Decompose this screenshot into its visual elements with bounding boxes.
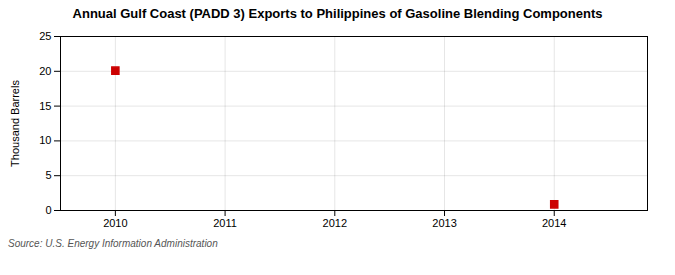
svg-text:0: 0 bbox=[45, 204, 51, 216]
html-text:Annual Gulf Coast (PADD 3) Exp: Annual Gulf Coast (PADD 3) Exports to Ph… bbox=[72, 6, 603, 21]
svg-text:25: 25 bbox=[39, 30, 51, 42]
svg-text:Thousand Barrels: Thousand Barrels bbox=[9, 80, 21, 167]
svg-text:2011: 2011 bbox=[213, 217, 237, 229]
html-text:Source: U.S. Energy Informatio: Source: U.S. Energy Information Administ… bbox=[8, 238, 218, 249]
svg-text:20: 20 bbox=[39, 65, 51, 77]
svg-text:2014: 2014 bbox=[542, 217, 566, 229]
svg-text:15: 15 bbox=[39, 100, 51, 112]
svg-text:2013: 2013 bbox=[432, 217, 456, 229]
svg-text:5: 5 bbox=[45, 169, 51, 181]
svg-text:10: 10 bbox=[39, 134, 51, 146]
svg-text:2010: 2010 bbox=[103, 217, 127, 229]
svg-text:2012: 2012 bbox=[323, 217, 347, 229]
